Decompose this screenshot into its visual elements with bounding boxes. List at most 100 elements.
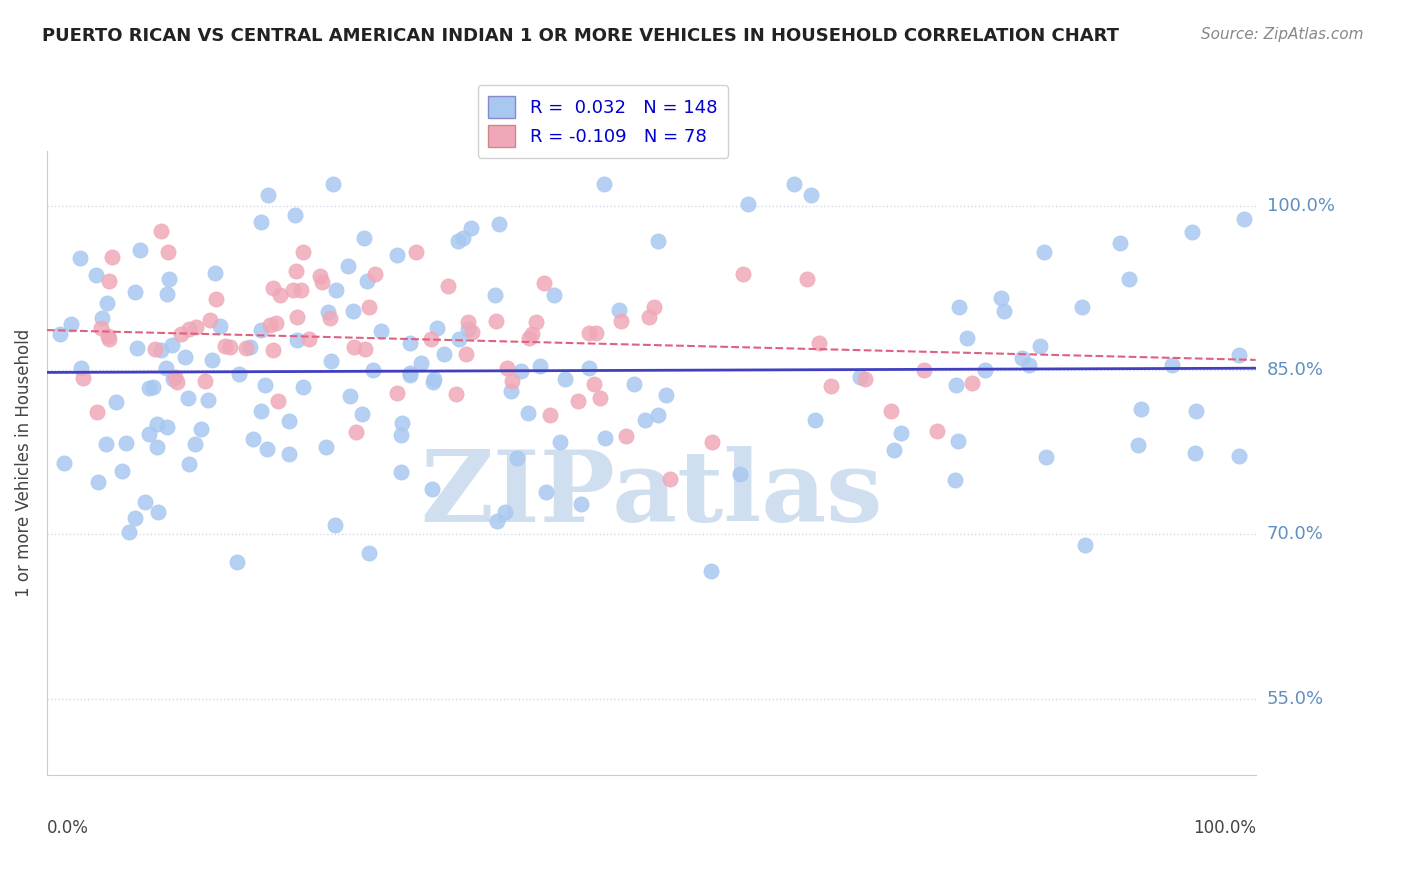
Point bbox=[804, 413, 827, 427]
Point bbox=[264, 316, 287, 330]
Point bbox=[184, 437, 207, 451]
Point bbox=[548, 435, 571, 450]
Point bbox=[190, 422, 212, 436]
Point bbox=[457, 315, 479, 329]
Point bbox=[485, 515, 508, 529]
Point bbox=[853, 372, 876, 386]
Point bbox=[643, 301, 665, 315]
Point bbox=[1161, 358, 1184, 372]
Point bbox=[157, 272, 180, 286]
Point bbox=[578, 326, 600, 341]
Point bbox=[325, 284, 347, 298]
Text: 0.0%: 0.0% bbox=[46, 819, 89, 837]
Point bbox=[409, 356, 432, 370]
Text: ZIPatlas: ZIPatlas bbox=[420, 446, 883, 542]
Point bbox=[948, 300, 970, 314]
Point bbox=[943, 473, 966, 487]
Point bbox=[256, 442, 278, 456]
Point bbox=[423, 371, 446, 385]
Point bbox=[849, 369, 872, 384]
Text: 100.0%: 100.0% bbox=[1192, 819, 1256, 837]
Point bbox=[359, 300, 381, 314]
Point bbox=[1126, 438, 1149, 452]
Point bbox=[177, 392, 200, 406]
Text: 70.0%: 70.0% bbox=[1267, 525, 1323, 543]
Point bbox=[647, 234, 669, 248]
Point bbox=[160, 337, 183, 351]
Point bbox=[262, 281, 284, 295]
Point bbox=[342, 304, 364, 318]
Legend: R =  0.032   N = 148, R = -0.109   N = 78: R = 0.032 N = 148, R = -0.109 N = 78 bbox=[478, 85, 728, 158]
Point bbox=[796, 272, 818, 286]
Point bbox=[529, 359, 551, 373]
Point bbox=[593, 431, 616, 445]
Point bbox=[820, 378, 842, 392]
Point bbox=[100, 250, 122, 264]
Point bbox=[70, 360, 93, 375]
Point bbox=[156, 286, 179, 301]
Point bbox=[138, 426, 160, 441]
Point bbox=[609, 302, 631, 317]
Point bbox=[800, 188, 823, 202]
Point bbox=[808, 336, 831, 351]
Point bbox=[49, 327, 72, 342]
Point bbox=[309, 269, 332, 284]
Point bbox=[567, 393, 589, 408]
Point bbox=[510, 364, 533, 378]
Point bbox=[405, 245, 427, 260]
Point bbox=[114, 436, 136, 450]
Point bbox=[323, 517, 346, 532]
Point bbox=[517, 331, 540, 345]
Point bbox=[124, 511, 146, 525]
Point bbox=[250, 215, 273, 229]
Point bbox=[890, 425, 912, 440]
Point bbox=[259, 318, 281, 332]
Point bbox=[990, 292, 1012, 306]
Point bbox=[457, 322, 479, 336]
Point bbox=[499, 384, 522, 398]
Point bbox=[142, 380, 165, 394]
Point bbox=[945, 377, 967, 392]
Point bbox=[389, 428, 412, 442]
Point bbox=[239, 341, 262, 355]
Point bbox=[420, 482, 443, 496]
Point bbox=[124, 285, 146, 300]
Point bbox=[148, 504, 170, 518]
Point bbox=[69, 252, 91, 266]
Point bbox=[316, 305, 339, 319]
Point bbox=[250, 403, 273, 417]
Point bbox=[342, 340, 364, 354]
Point bbox=[731, 267, 754, 281]
Point bbox=[87, 475, 110, 489]
Point bbox=[162, 371, 184, 385]
Point bbox=[285, 333, 308, 347]
Text: 85.0%: 85.0% bbox=[1267, 361, 1324, 379]
Point bbox=[292, 244, 315, 259]
Point bbox=[97, 332, 120, 346]
Point bbox=[194, 374, 217, 388]
Point bbox=[1109, 236, 1132, 251]
Point bbox=[284, 264, 307, 278]
Point bbox=[356, 274, 378, 288]
Point bbox=[569, 497, 592, 511]
Point bbox=[516, 406, 538, 420]
Point bbox=[993, 304, 1015, 318]
Point bbox=[880, 403, 903, 417]
Point bbox=[278, 414, 301, 428]
Point bbox=[534, 485, 557, 500]
Point bbox=[315, 440, 337, 454]
Point bbox=[883, 443, 905, 458]
Point bbox=[485, 314, 508, 328]
Point bbox=[538, 408, 561, 422]
Point bbox=[321, 354, 343, 368]
Point bbox=[436, 278, 458, 293]
Point bbox=[1011, 351, 1033, 365]
Point bbox=[451, 231, 474, 245]
Point bbox=[72, 371, 94, 385]
Point bbox=[111, 464, 134, 478]
Point bbox=[1032, 245, 1054, 260]
Point bbox=[1118, 272, 1140, 286]
Point bbox=[1130, 402, 1153, 417]
Point bbox=[337, 259, 360, 273]
Point bbox=[1029, 339, 1052, 353]
